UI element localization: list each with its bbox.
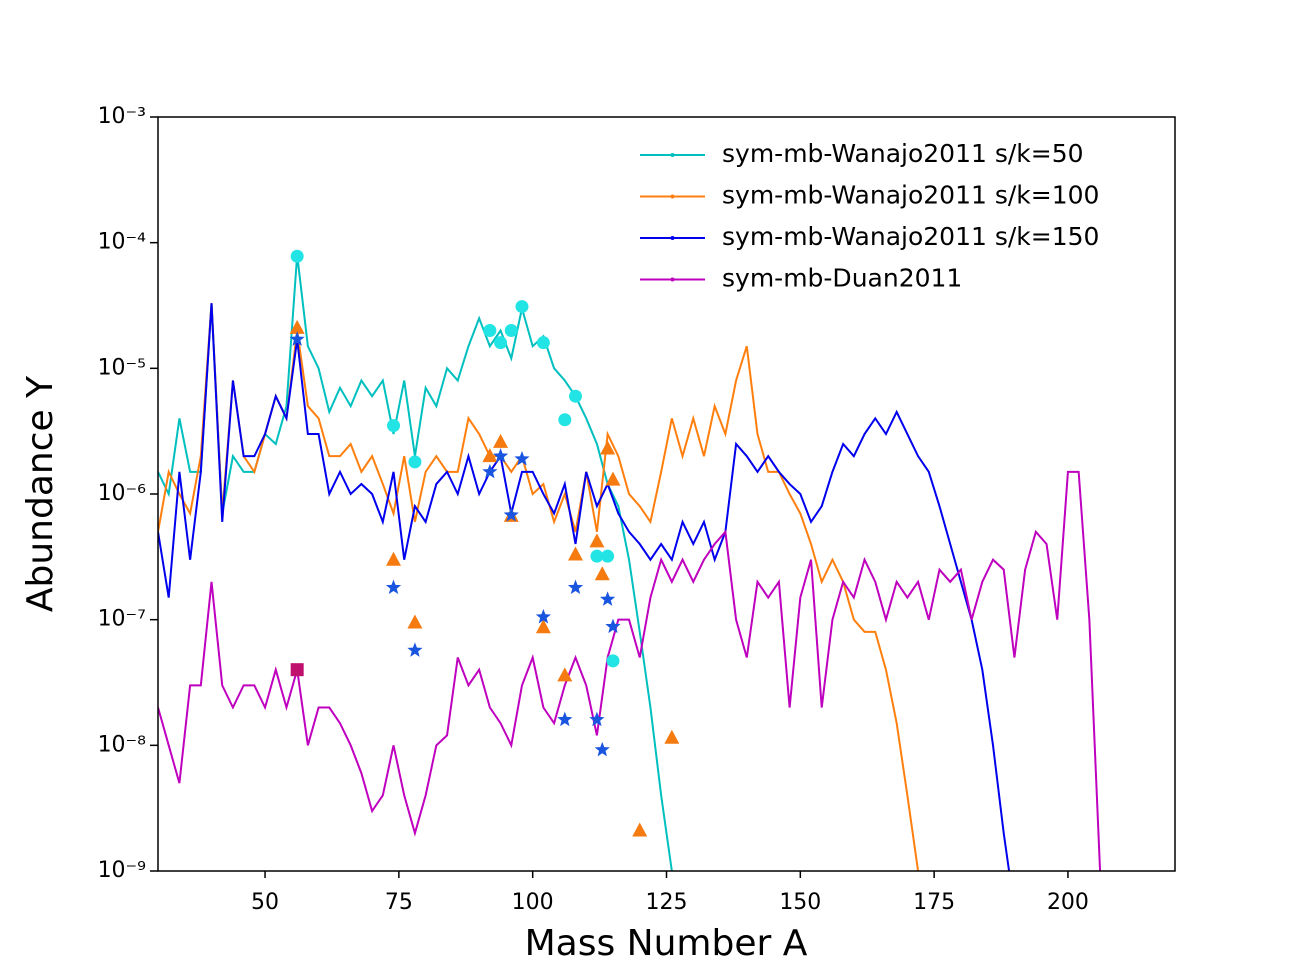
point	[594, 741, 610, 757]
point	[567, 579, 584, 595]
legend-label: sym-mb-Wanajo2011 s/k=100	[722, 181, 1099, 210]
y-tick-label: 10⁻⁹	[98, 858, 146, 883]
point	[589, 711, 605, 727]
legend-swatch-marker	[670, 194, 675, 199]
point	[492, 448, 509, 463]
point	[535, 619, 551, 634]
point	[536, 336, 550, 350]
x-tick-label: 175	[913, 890, 955, 915]
point	[589, 533, 605, 548]
point	[601, 549, 615, 563]
point	[515, 300, 529, 314]
point	[482, 448, 498, 463]
y-tick-label: 10⁻⁶	[98, 481, 147, 506]
point	[483, 324, 497, 338]
legend-label: sym-mb-Duan2011	[722, 264, 962, 293]
point	[289, 331, 305, 346]
point	[386, 551, 402, 566]
x-tick-label: 50	[251, 890, 279, 915]
point	[494, 336, 508, 350]
x-tick-label: 150	[779, 890, 821, 915]
point	[569, 389, 583, 403]
point	[493, 433, 509, 448]
series-line	[158, 303, 1011, 871]
point	[407, 642, 423, 657]
point	[606, 654, 620, 668]
y-tick-label: 10⁻⁸	[98, 732, 147, 757]
x-axis-title: Mass Number A	[525, 923, 808, 964]
y-tick-label: 10⁻³	[98, 104, 146, 129]
point	[514, 450, 530, 466]
y-axis-title: Abundance Y	[20, 375, 61, 612]
point	[535, 609, 551, 624]
x-tick-label: 125	[646, 890, 688, 915]
point	[605, 618, 621, 634]
point	[290, 249, 304, 263]
point	[594, 566, 610, 581]
legend-swatch-marker	[670, 153, 675, 157]
point	[664, 729, 680, 744]
series-line	[158, 254, 673, 871]
point	[632, 822, 648, 837]
series-line	[158, 470, 1102, 871]
x-tick-label: 200	[1047, 890, 1089, 915]
point	[408, 455, 422, 469]
y-tick-label: 10⁻⁷	[98, 607, 146, 632]
plot-frame	[157, 116, 1176, 872]
point	[290, 663, 304, 677]
point	[605, 471, 621, 486]
point	[557, 667, 573, 682]
point	[407, 614, 423, 629]
y-tick-label: 10⁻⁴	[98, 230, 147, 255]
legend-label: sym-mb-Wanajo2011 s/k=50	[722, 139, 1084, 168]
point	[482, 463, 498, 479]
point	[387, 419, 401, 433]
legend-swatch-marker	[670, 236, 675, 240]
point	[289, 319, 305, 334]
point	[590, 549, 604, 563]
plot-area	[158, 249, 1102, 871]
x-tick-label: 100	[512, 890, 554, 915]
point	[504, 324, 518, 338]
point	[600, 440, 616, 455]
x-tick-label: 75	[385, 890, 413, 915]
legend-label: sym-mb-Wanajo2011 s/k=150	[722, 222, 1099, 251]
point	[568, 546, 584, 561]
point	[385, 579, 402, 595]
legend-swatch-marker	[670, 277, 675, 282]
point	[557, 711, 573, 727]
point	[558, 413, 572, 427]
point	[600, 591, 616, 606]
y-tick-label: 10⁻⁵	[98, 355, 146, 380]
point	[503, 507, 519, 522]
